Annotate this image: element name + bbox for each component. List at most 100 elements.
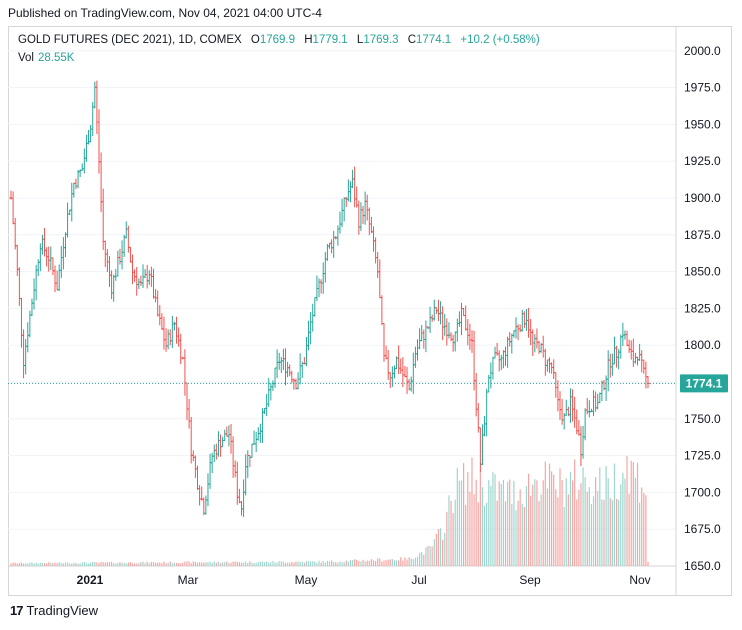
volume-bar xyxy=(592,496,595,566)
volume-bar xyxy=(255,562,257,566)
y-tick-label: 1975.0 xyxy=(684,81,721,95)
volume-bar xyxy=(14,562,16,566)
volume-bar xyxy=(339,561,341,566)
volume-bar xyxy=(163,561,165,566)
volume-bar xyxy=(136,563,138,566)
volume-bar xyxy=(201,562,203,566)
volume-bar xyxy=(328,561,331,566)
volume-bar xyxy=(238,562,240,566)
volume-bar xyxy=(144,563,146,566)
volume-bar xyxy=(425,547,427,566)
y-tick-label: 2000.0 xyxy=(684,44,721,58)
volume-bar xyxy=(603,500,605,566)
volume-bar xyxy=(408,557,410,566)
volume-bar xyxy=(173,562,176,566)
volume-bar xyxy=(595,477,597,566)
volume-bar xyxy=(456,467,458,566)
volume-bar xyxy=(165,563,167,566)
volume-bar xyxy=(553,474,555,566)
volume-bar xyxy=(230,562,232,566)
volume-bar xyxy=(148,563,150,566)
volume-bar xyxy=(601,499,603,566)
volume-bar xyxy=(301,561,303,566)
volume-bar xyxy=(609,498,611,566)
volume-bar xyxy=(381,561,383,566)
volume-bar xyxy=(569,471,572,566)
volume-bar xyxy=(119,562,121,566)
volume-bar xyxy=(483,506,486,566)
volume-bar xyxy=(113,563,115,566)
volume-bar xyxy=(18,563,20,566)
volume-bar xyxy=(186,561,188,566)
volume-key: Vol xyxy=(18,52,34,64)
volume-bar xyxy=(22,563,25,566)
volume-bar xyxy=(234,561,236,566)
volume-bar xyxy=(412,559,414,566)
volume-bar xyxy=(630,460,632,566)
volume-bar xyxy=(639,502,641,566)
volume-bar xyxy=(626,455,628,566)
volume-bar xyxy=(12,562,14,566)
x-tick-label: Jul xyxy=(411,573,426,587)
volume-bar xyxy=(393,560,396,566)
volume-bar xyxy=(81,562,83,566)
volume-bar xyxy=(435,533,437,566)
volume-bar xyxy=(488,480,490,566)
tradingview-brand[interactable]: 17 TradingView xyxy=(10,603,98,618)
volume-bar xyxy=(509,479,511,566)
volume-bar xyxy=(171,563,173,566)
volume-bar xyxy=(268,562,270,566)
volume-bar xyxy=(362,559,364,566)
y-tick-label: 1675.0 xyxy=(684,522,721,536)
volume-bar xyxy=(217,561,220,566)
volume-bar xyxy=(129,562,132,566)
volume-bar xyxy=(588,487,590,566)
volume-bar xyxy=(180,563,182,566)
volume-bar xyxy=(341,562,343,566)
volume-bar xyxy=(471,457,473,566)
volume-bar xyxy=(257,561,259,566)
volume-bar xyxy=(540,494,542,566)
volume-bar xyxy=(253,563,255,566)
volume-bar xyxy=(33,563,35,566)
volume-bar xyxy=(496,500,498,566)
volume-bar xyxy=(96,562,98,566)
volume-bar xyxy=(358,561,360,566)
volume-bar xyxy=(261,561,264,566)
volume-bar xyxy=(565,478,567,566)
volume-bar xyxy=(534,479,536,566)
volume-bar xyxy=(161,563,163,566)
volume-bar xyxy=(43,563,46,566)
y-tick-label: 1875.0 xyxy=(684,228,721,242)
volume-bar xyxy=(490,485,492,566)
price-chart[interactable]: 1774.1 2000.0 1975.0 1950.0 1925.0 1900.0 1875… xyxy=(8,26,732,596)
volume-bar xyxy=(527,473,530,566)
volume-bar xyxy=(618,500,620,566)
volume-bar xyxy=(387,559,389,566)
volume-bar xyxy=(29,562,31,566)
x-tick-label: Mar xyxy=(178,573,199,587)
volume-bar xyxy=(486,502,488,566)
last-price-label: 1774.1 xyxy=(686,376,723,390)
volume-bar xyxy=(379,558,381,566)
volume-bar xyxy=(295,561,297,566)
volume-bar xyxy=(77,563,79,566)
volume-bar xyxy=(622,472,624,566)
volume-bar xyxy=(571,480,574,566)
volume-bar xyxy=(494,474,496,566)
volume-bar xyxy=(557,497,559,566)
volume-bar xyxy=(169,561,171,566)
volume-bar xyxy=(532,484,534,566)
volume-bar xyxy=(446,511,448,566)
volume-bar xyxy=(481,487,484,566)
volume-bar xyxy=(232,561,234,566)
volume-bar xyxy=(613,463,616,566)
volume-bar xyxy=(599,467,601,566)
volume-bar xyxy=(167,562,169,566)
volume-bar xyxy=(419,552,421,566)
volume-bar xyxy=(259,561,261,566)
y-tick-label: 1925.0 xyxy=(684,154,721,168)
volume-bar xyxy=(178,563,180,566)
volume-bar xyxy=(431,546,433,566)
volume-bar xyxy=(94,562,96,566)
